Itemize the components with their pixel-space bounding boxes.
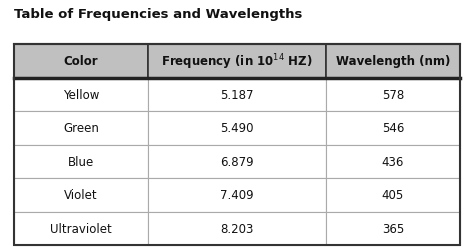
Text: Color: Color xyxy=(64,55,99,68)
Text: Green: Green xyxy=(63,122,99,135)
Text: 8.203: 8.203 xyxy=(220,222,254,235)
Bar xyxy=(14,212,148,245)
Text: 405: 405 xyxy=(382,188,404,202)
Text: 7.409: 7.409 xyxy=(220,188,254,202)
Bar xyxy=(326,178,460,212)
Bar xyxy=(326,145,460,178)
Bar xyxy=(14,112,148,145)
Text: Frequency (in 10$^{14}$ HZ): Frequency (in 10$^{14}$ HZ) xyxy=(161,52,313,72)
Text: Blue: Blue xyxy=(68,155,94,168)
Text: Yellow: Yellow xyxy=(63,88,99,102)
Bar xyxy=(148,78,326,112)
Text: Violet: Violet xyxy=(64,188,98,202)
Bar xyxy=(14,45,460,245)
Bar xyxy=(326,112,460,145)
Bar xyxy=(14,45,148,78)
Bar xyxy=(326,212,460,245)
Bar xyxy=(326,45,460,78)
Bar xyxy=(148,112,326,145)
Text: 6.879: 6.879 xyxy=(220,155,254,168)
Bar xyxy=(326,78,460,112)
Text: 546: 546 xyxy=(382,122,404,135)
Bar xyxy=(148,45,326,78)
Text: 578: 578 xyxy=(382,88,404,102)
Text: Table of Frequencies and Wavelengths: Table of Frequencies and Wavelengths xyxy=(14,8,302,20)
Text: 436: 436 xyxy=(382,155,404,168)
Bar xyxy=(148,178,326,212)
Text: Ultraviolet: Ultraviolet xyxy=(50,222,112,235)
Bar xyxy=(14,145,148,178)
Bar xyxy=(14,178,148,212)
Text: 5.187: 5.187 xyxy=(220,88,254,102)
Text: Wavelength (nm): Wavelength (nm) xyxy=(336,55,450,68)
Text: 365: 365 xyxy=(382,222,404,235)
Bar xyxy=(148,145,326,178)
Text: 5.490: 5.490 xyxy=(220,122,254,135)
Bar xyxy=(14,78,148,112)
Bar xyxy=(148,212,326,245)
